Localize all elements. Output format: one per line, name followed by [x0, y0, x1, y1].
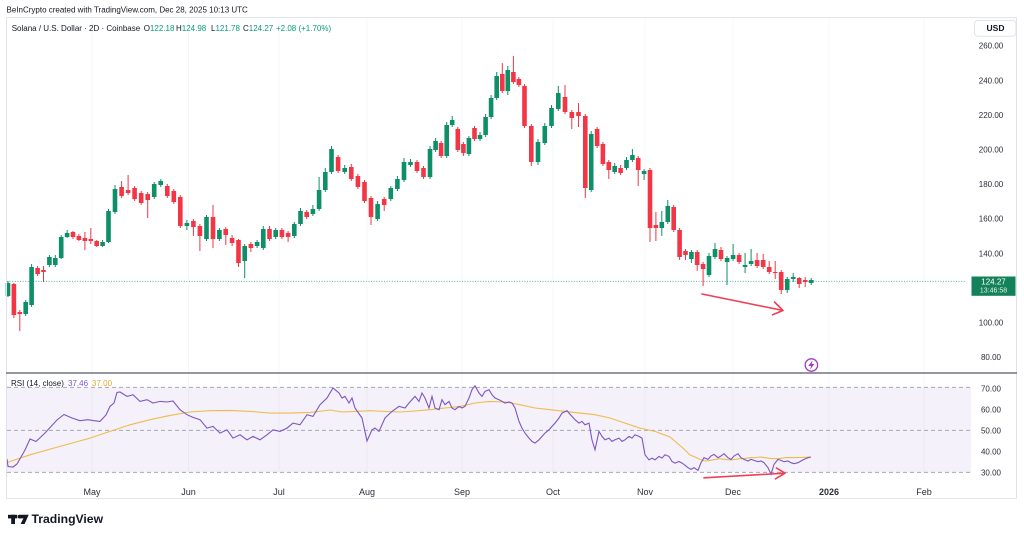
svg-text:200.00: 200.00: [979, 146, 1004, 155]
svg-text:220.00: 220.00: [979, 111, 1004, 120]
svg-text:C124.27: C124.27: [243, 24, 274, 33]
svg-text:260.00: 260.00: [979, 42, 1004, 51]
svg-text:TradingView: TradingView: [32, 512, 104, 526]
svg-text:37.46: 37.46: [68, 379, 89, 388]
svg-text:H124.98: H124.98: [176, 24, 207, 33]
svg-text:Oct: Oct: [546, 487, 561, 497]
svg-text:40.00: 40.00: [981, 447, 1002, 456]
svg-text:Jun: Jun: [181, 487, 196, 497]
svg-text:180.00: 180.00: [979, 180, 1004, 189]
svg-text:70.00: 70.00: [981, 384, 1002, 393]
svg-text:Sep: Sep: [454, 487, 470, 497]
svg-text:Dec: Dec: [725, 487, 742, 497]
svg-text:50.00: 50.00: [981, 426, 1002, 435]
svg-text:Jul: Jul: [273, 487, 285, 497]
svg-text:60.00: 60.00: [981, 405, 1002, 414]
svg-text:L121.78: L121.78: [211, 24, 240, 33]
svg-text:Nov: Nov: [637, 487, 654, 497]
svg-text:Feb: Feb: [916, 487, 932, 497]
svg-text:13:46:58: 13:46:58: [980, 288, 1007, 295]
svg-text:124.27: 124.27: [981, 278, 1006, 287]
svg-text:240.00: 240.00: [979, 76, 1004, 85]
svg-text:BeInCrypto created with Tradin: BeInCrypto created with TradingView.com,…: [7, 6, 249, 15]
svg-text:160.00: 160.00: [979, 215, 1004, 224]
svg-text:140.00: 140.00: [979, 249, 1004, 258]
svg-text:Aug: Aug: [359, 487, 375, 497]
svg-text:USD: USD: [987, 23, 1005, 33]
svg-text:RSI (14, close): RSI (14, close): [11, 379, 64, 388]
svg-text:80.00: 80.00: [981, 353, 1002, 362]
svg-text:30.00: 30.00: [981, 468, 1002, 477]
svg-text:Solana / U.S. Dollar · 2D · Co: Solana / U.S. Dollar · 2D · Coinbase: [12, 24, 141, 33]
svg-text:37.00: 37.00: [92, 379, 113, 388]
svg-text:May: May: [83, 487, 101, 497]
svg-text:100.00: 100.00: [979, 319, 1004, 328]
svg-text:2026: 2026: [819, 487, 839, 497]
svg-text:+2.08 (+1.70%): +2.08 (+1.70%): [276, 24, 331, 33]
svg-text:O122.18: O122.18: [144, 24, 175, 33]
